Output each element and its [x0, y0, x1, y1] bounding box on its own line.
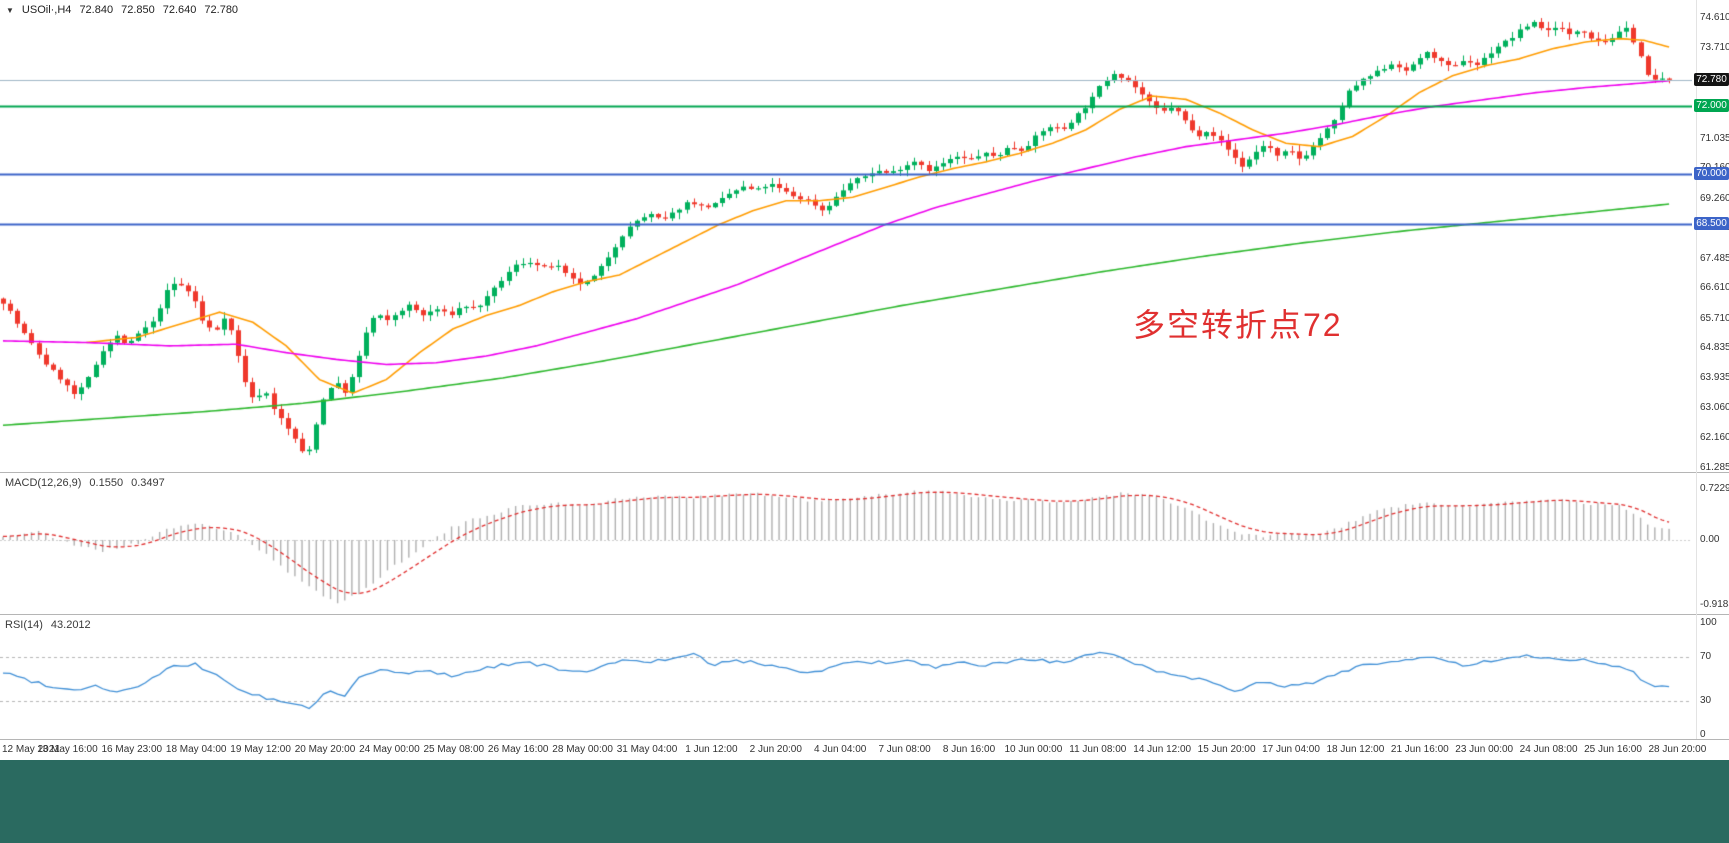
ohlc-high-value: 72.850	[121, 4, 155, 16]
time-axis-label: 11 Jun 08:00	[1069, 744, 1127, 755]
panel-separator	[0, 614, 1729, 615]
time-axis-label: 21 Jun 16:00	[1390, 744, 1449, 755]
macd-axis-label: 0.00	[1700, 534, 1720, 545]
time-axis-label: 14 Jun 12:00	[1133, 744, 1192, 755]
rsi-indicator-label: RSI(14) 43.2012	[5, 619, 91, 631]
price-axis-label: 61.285	[1700, 461, 1729, 473]
time-axis-label: 19 May 12:00	[230, 744, 291, 755]
time-axis-label: 15 Jun 20:00	[1197, 744, 1256, 755]
time-axis-label: 24 Jun 08:00	[1519, 744, 1578, 755]
macd-panel-canvas[interactable]	[0, 473, 1692, 614]
time-axis-label: 18 May 04:00	[165, 744, 227, 755]
price-axis-label: 65.710	[1700, 312, 1729, 324]
ohlc-close-value: 72.780	[204, 4, 239, 16]
macd-main-value: 0.1550	[89, 477, 124, 489]
time-axis-label: 2 Jun 20:00	[749, 744, 802, 755]
time-axis-label: 10 Jun 00:00	[1004, 744, 1063, 755]
time-axis-label: 25 Jun 16:00	[1584, 744, 1642, 755]
macd-signal-value: 0.3497	[131, 477, 165, 489]
rsi-axis-label: 30	[1700, 695, 1712, 707]
time-axis-label: 7 Jun 08:00	[878, 744, 931, 755]
rsi-value: 43.2012	[50, 619, 91, 631]
time-axis-label: 28 May 00:00	[552, 744, 613, 755]
symbol-timeframe-label: USOil·,H4	[21, 4, 72, 16]
time-axis-label: 23 Jun 00:00	[1455, 744, 1514, 755]
time-axis-label: 13 May 16:00	[37, 744, 98, 755]
time-axis-label: 16 May 23:00	[101, 744, 163, 755]
time-axis-label: 20 May 20:00	[294, 744, 356, 755]
panel-separator	[0, 472, 1729, 473]
page-background-band	[0, 760, 1729, 843]
price-badge-72.780: 72.780	[1694, 72, 1729, 86]
price-axis-border	[1696, 0, 1697, 739]
time-axis-label: 25 May 08:00	[423, 744, 485, 755]
ohlc-low-value: 72.640	[162, 4, 197, 16]
price-badge-70.000: 70.000	[1694, 166, 1729, 180]
price-axis-label: 66.610	[1700, 282, 1729, 294]
price-axis-label: 71.035	[1700, 132, 1729, 144]
time-axis-label: 18 Jun 12:00	[1326, 744, 1385, 755]
rsi-axis-label: 100	[1700, 617, 1717, 628]
time-axis-label: 31 May 04:00	[616, 744, 678, 755]
price-axis-label: 73.710	[1700, 42, 1729, 54]
price-axis-label: 67.485	[1700, 252, 1729, 264]
price-axis-label: 69.260	[1700, 192, 1729, 204]
price-chart-canvas[interactable]	[0, 0, 1692, 472]
time-axis-label: 12 May 2021	[2, 744, 60, 755]
time-axis-label: 28 Jun 20:00	[1648, 744, 1707, 755]
price-axis-label: 63.060	[1700, 402, 1729, 414]
price-badge-68.500: 68.500	[1694, 217, 1729, 231]
price-axis-label: 64.835	[1700, 342, 1729, 354]
time-axis-label: 4 Jun 04:00	[814, 744, 867, 755]
symbol-marker-icon: ▼	[6, 5, 14, 15]
price-axis-label: 62.160	[1700, 432, 1729, 444]
panel-separator	[0, 739, 1729, 740]
chart-annotation-text: 多空转折点72	[1133, 307, 1343, 343]
price-axis-label: 74.610	[1700, 12, 1729, 23]
time-axis-label: 17 Jun 04:00	[1262, 744, 1320, 755]
macd-axis-label: 0.7229	[1700, 482, 1729, 494]
macd-name: MACD(12,26,9)	[5, 477, 82, 489]
rsi-name: RSI(14)	[5, 619, 43, 631]
time-axis-label: 26 May 16:00	[487, 744, 549, 755]
macd-axis-label: -0.9185	[1700, 598, 1729, 610]
chart-header: ▼ USOil·,H4 72.840 72.850 72.640 72.780	[6, 4, 238, 16]
macd-indicator-label: MACD(12,26,9) 0.1550 0.3497	[5, 477, 165, 489]
rsi-panel-canvas[interactable]	[0, 615, 1692, 739]
time-axis-label: 24 May 00:00	[359, 744, 420, 755]
rsi-axis-label: 0	[1700, 729, 1706, 740]
ohlc-open-value: 72.840	[79, 4, 114, 16]
price-badge-72.000: 72.000	[1694, 99, 1729, 113]
price-axis-label: 63.935	[1700, 372, 1729, 384]
time-axis-label: 1 Jun 12:00	[685, 744, 738, 755]
time-axis-label: 8 Jun 16:00	[942, 744, 996, 755]
rsi-axis-label: 70	[1700, 650, 1712, 662]
